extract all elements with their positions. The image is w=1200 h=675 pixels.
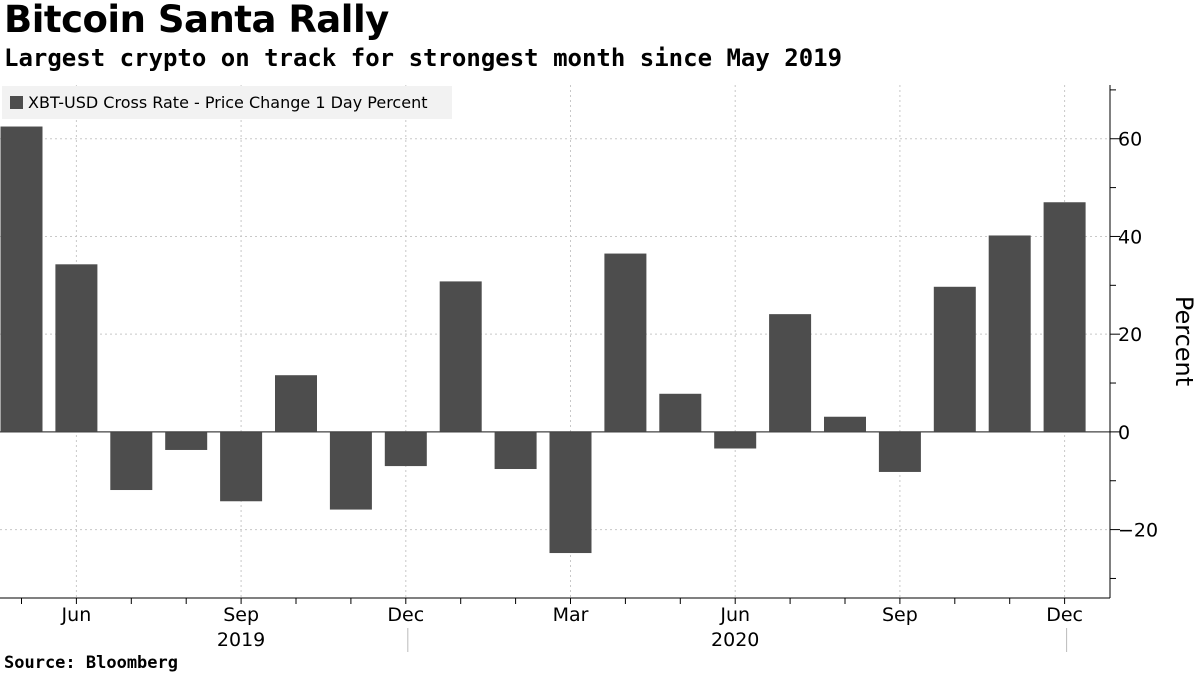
legend-swatch (10, 96, 23, 109)
bar (549, 431, 592, 554)
x-year-label: 2020 (711, 629, 759, 651)
x-tick-label: Sep (223, 604, 259, 626)
legend-box (2, 86, 452, 119)
x-tick-label: Mar (553, 604, 589, 626)
bar (1043, 202, 1086, 432)
legend-label: XBT-USD Cross Rate - Price Change 1 Day … (28, 93, 427, 112)
y-tick-label: 0 (1118, 422, 1130, 444)
x-tick-label: Sep (882, 604, 918, 626)
bar (384, 431, 427, 467)
bar (439, 281, 482, 432)
y-axis-labels: −20 0 20 40 60 (1118, 129, 1158, 542)
x-axis-labels: Jun Sep Dec Mar Jun Sep Dec 2019 2020 (61, 604, 1083, 651)
x-tick-label: Dec (387, 604, 424, 626)
bar (714, 431, 757, 449)
x-tick-label: Dec (1046, 604, 1083, 626)
grid-lines (0, 85, 1110, 598)
bar (220, 431, 263, 502)
x-tick-label: Jun (61, 604, 92, 626)
bar (878, 431, 921, 472)
legend: XBT-USD Cross Rate - Price Change 1 Day … (2, 86, 452, 119)
chart-title: Bitcoin Santa Rally (4, 0, 389, 41)
y-tick-label: 40 (1118, 226, 1142, 248)
bar (275, 375, 317, 432)
bar (0, 126, 43, 432)
bar (494, 431, 537, 470)
y-tick-label: 20 (1118, 324, 1142, 346)
bar (824, 416, 866, 432)
bar (659, 393, 702, 432)
axes (0, 85, 1120, 652)
y-tick-label: 60 (1118, 129, 1142, 151)
chart-subtitle: Largest crypto on track for strongest mo… (4, 44, 843, 72)
bar (988, 235, 1031, 432)
bar (769, 314, 812, 432)
bar (165, 431, 208, 450)
y-tick-label: −20 (1118, 520, 1158, 542)
bar (933, 286, 976, 432)
bar (604, 253, 647, 432)
source-note: Source: Bloomberg (4, 653, 178, 673)
bar (110, 431, 153, 491)
x-tick-label: Jun (719, 604, 750, 626)
x-year-label: 2019 (217, 629, 265, 651)
bar (55, 264, 98, 432)
bar (329, 431, 372, 510)
y-axis-title: Percent (1170, 296, 1198, 386)
bar-series (0, 126, 1086, 554)
